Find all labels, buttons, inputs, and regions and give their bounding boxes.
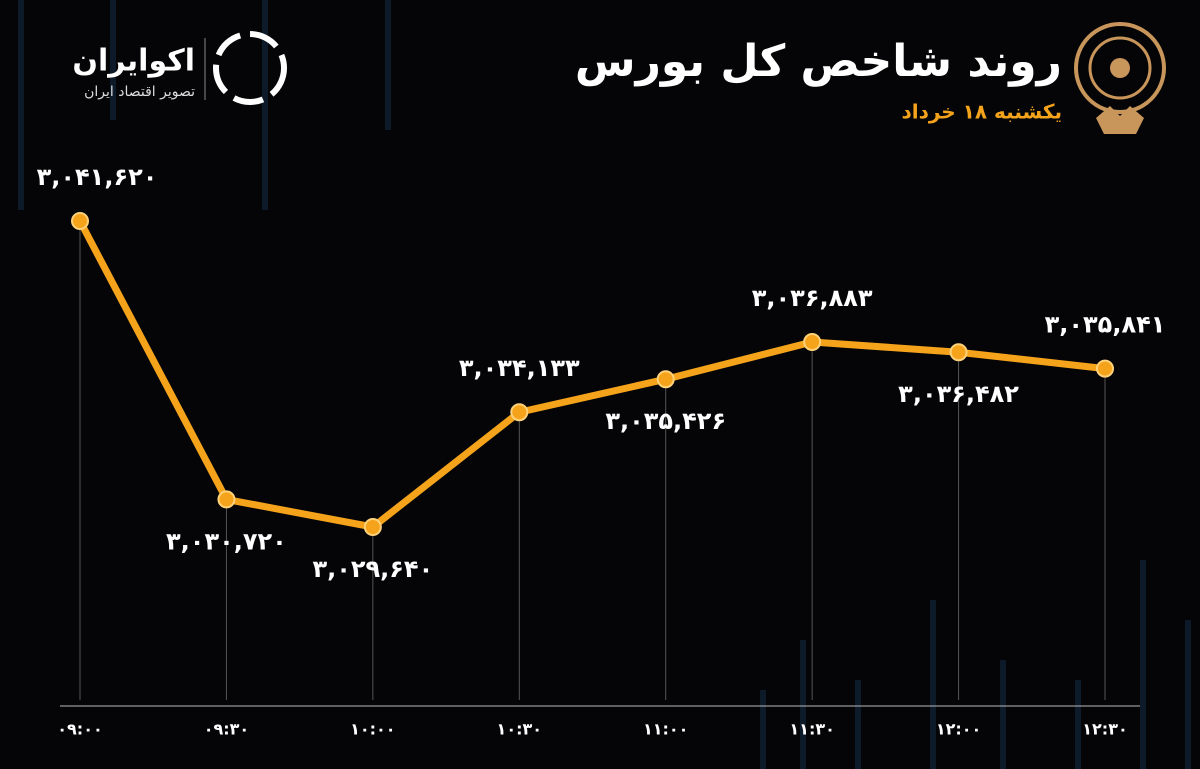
chart-title: روند شاخص کل بورس <box>575 36 1062 87</box>
exchange-emblem <box>1074 22 1166 134</box>
value-label: ۳,۰۳۶,۸۸۳ <box>752 284 873 312</box>
x-tick-label: ۱۰:۳۰ <box>497 720 542 739</box>
data-point <box>656 370 675 389</box>
x-tick-label: ۱۱:۰۰ <box>643 720 688 739</box>
x-tick-label: ۰۹:۰۰ <box>57 720 102 739</box>
value-label: ۳,۰۳۴,۱۳۳ <box>459 354 580 382</box>
value-label: ۳,۰۳۵,۸۴۱ <box>1045 311 1166 339</box>
data-point <box>1096 359 1114 378</box>
x-tick-label: ۱۰:۰۰ <box>350 720 395 739</box>
value-label: ۳,۰۳۵,۴۲۶ <box>605 407 726 435</box>
data-point <box>803 332 822 351</box>
brand-tagline: تصویر اقتصاد ایران <box>84 84 195 100</box>
x-tick-label: ۱۲:۰۰ <box>936 720 981 739</box>
data-point <box>510 403 529 422</box>
value-label: ۳,۰۴۱,۶۲۰ <box>37 163 158 191</box>
data-point <box>217 490 236 509</box>
value-label: ۳,۰۳۰,۷۲۰ <box>166 527 287 555</box>
background-decoration <box>18 0 1191 769</box>
brand-name: اکوایران <box>72 44 195 79</box>
value-label: ۳,۰۲۹,۶۴۰ <box>312 555 433 583</box>
x-tick-label: ۰۹:۳۰ <box>204 720 249 739</box>
data-line <box>76 219 1106 531</box>
data-point <box>949 343 968 362</box>
value-label: ۳,۰۳۶,۴۸۲ <box>898 380 1019 408</box>
chart-subtitle: یکشنبه ۱۸ خرداد <box>901 100 1062 124</box>
brand-logo <box>204 31 287 105</box>
x-tick-label: ۱۱:۳۰ <box>789 720 834 739</box>
data-point <box>363 518 382 536</box>
x-tick-label: ۱۲:۳۰ <box>1082 720 1127 739</box>
data-point <box>71 212 89 230</box>
